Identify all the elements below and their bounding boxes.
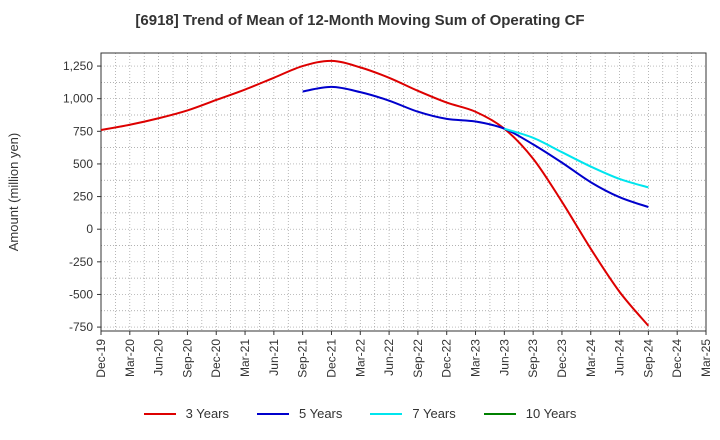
x-tick-label: Sep-20 xyxy=(180,339,194,378)
legend-label: 5 Years xyxy=(299,406,343,421)
x-tick-label: Sep-24 xyxy=(641,339,655,378)
x-tick-label: Dec-19 xyxy=(94,339,108,378)
legend-label: 3 Years xyxy=(185,406,229,421)
x-tick-label: Sep-22 xyxy=(411,339,425,378)
legend-swatch xyxy=(483,412,516,415)
legend-swatch xyxy=(143,412,176,415)
legend-item-3-years: 3 Years xyxy=(143,406,229,421)
legend-item-7-years: 7 Years xyxy=(370,406,456,421)
plot-frame xyxy=(100,52,707,332)
x-tick-label: Jun-21 xyxy=(267,339,281,376)
x-tick-label: Jun-22 xyxy=(382,339,396,376)
y-tick-label: 1,250 xyxy=(63,59,93,73)
x-axis: Dec-19 Mar-20 Jun-20 Sep-20 Dec-20 Mar-21 Jun-… xyxy=(94,331,713,378)
y-tick-label: 1,000 xyxy=(63,92,93,106)
x-tick-label: Mar-20 xyxy=(123,339,137,377)
y-tick-label: 250 xyxy=(73,190,93,204)
y-tick-label: -500 xyxy=(69,287,93,301)
y-axis: -750 -500 -250 0 250 500 750 1,000 1,250 xyxy=(63,59,101,334)
y-tick-label: -250 xyxy=(69,255,93,269)
legend-item-10-years: 10 Years xyxy=(483,406,577,421)
y-tick-label: 500 xyxy=(73,157,93,171)
x-tick-label: Mar-23 xyxy=(469,339,483,377)
x-tick-label: Dec-24 xyxy=(670,339,684,378)
x-tick-label: Sep-23 xyxy=(526,339,540,378)
legend-label: 10 Years xyxy=(525,406,577,421)
series-line-3-years xyxy=(100,59,650,327)
legend-swatch xyxy=(257,412,289,415)
legend-swatch xyxy=(370,412,403,415)
grid xyxy=(101,53,706,331)
y-tick-label: -750 xyxy=(69,320,93,334)
series-line-5-years xyxy=(302,85,649,208)
series-lines xyxy=(100,59,650,327)
y-tick-label: 0 xyxy=(86,222,93,236)
legend-label: 7 Years xyxy=(412,406,456,421)
x-tick-label: Dec-21 xyxy=(324,339,338,378)
chart-title: [6918] Trend of Mean of 12-Month Moving … xyxy=(135,12,585,29)
x-tick-label: Jun-20 xyxy=(152,339,166,376)
legend-item-5-years: 5 Years xyxy=(257,406,342,421)
series-line-7-years xyxy=(504,127,649,189)
x-tick-label: Dec-20 xyxy=(209,339,223,378)
x-tick-label: Dec-23 xyxy=(555,339,569,378)
x-tick-label: Mar-21 xyxy=(238,339,252,377)
y-axis-title: Amount (million yen) xyxy=(6,133,21,252)
x-tick-label: Mar-24 xyxy=(584,339,598,377)
x-tick-label: Mar-25 xyxy=(699,339,713,377)
x-tick-label: Jun-24 xyxy=(613,339,627,376)
x-tick-label: Mar-22 xyxy=(353,339,367,377)
x-tick-label: Jun-23 xyxy=(497,339,511,376)
legend: 3 Years 5 Years 7 Years 10 Years xyxy=(0,406,720,421)
x-tick-label: Sep-21 xyxy=(296,339,310,378)
x-tick-label: Dec-22 xyxy=(440,339,454,378)
y-tick-label: 750 xyxy=(73,124,93,138)
